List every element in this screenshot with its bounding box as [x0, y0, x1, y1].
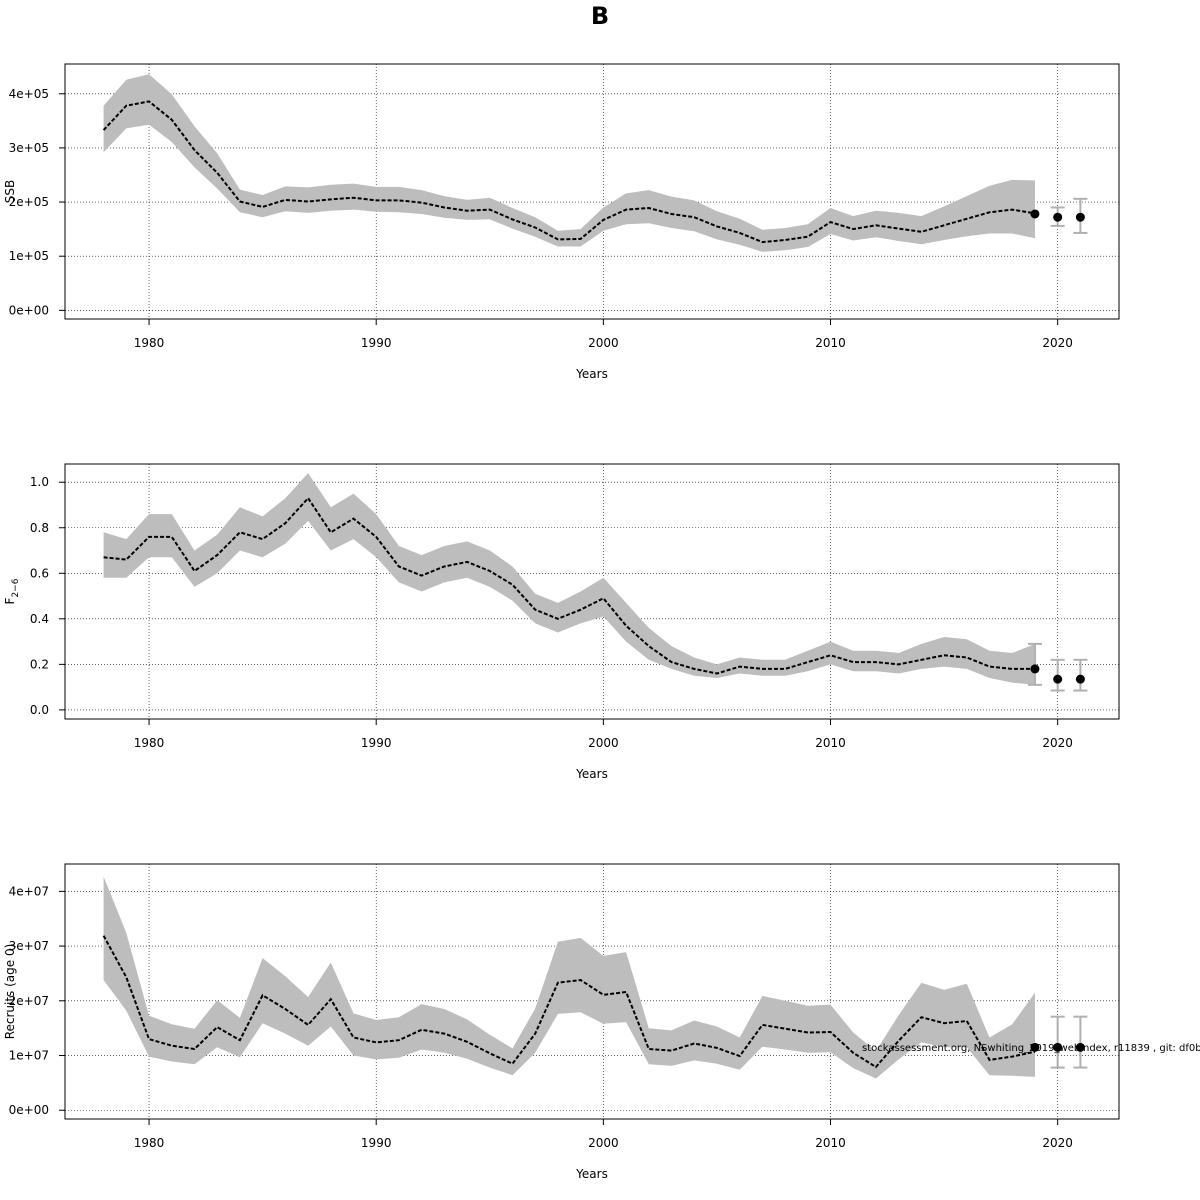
recruits-y-tick-label-2: 2e+07 [9, 994, 49, 1008]
recruits-forecast-point-0 [1030, 1042, 1040, 1052]
recruits-y-tick-label-4: 4e+07 [9, 884, 49, 898]
recruits-x-axis-label: Years [575, 1167, 608, 1181]
panel-ssb: 1980 1990 2000 2010 2020 0e+00 1e+05 2e+05 3e+05… [3, 63, 1120, 381]
fbar-y-tick-label-4: 0.8 [30, 521, 49, 535]
ssb-x-axis-label: Years [575, 367, 608, 381]
panel-recruits: 1980 1990 2000 2010 2020 0e+00 1e+07 2e+07 3e+07… [3, 863, 1120, 1181]
footnote: stockassessment.org, NSwhiting_2019_webi… [862, 1043, 1200, 1054]
ssb-y-tick-label-4: 4e+05 [9, 87, 49, 101]
ssb-y-tick-label-0: 0e+00 [9, 303, 49, 317]
figure-title: B [591, 2, 609, 30]
fbar-y-tick-label-5: 1.0 [30, 475, 49, 489]
fbar-x-tick-label-1: 1990 [361, 736, 392, 750]
fbar-x-tick-label-2: 2000 [588, 736, 619, 750]
recruits-y-tick-label-0: 0e+00 [9, 1103, 49, 1117]
recruits-y-axis-label: Recruits (age 0) [3, 944, 17, 1040]
recruits-y-tick-label-1: 1e+07 [9, 1049, 49, 1063]
recruits-x-tick-label-4: 2020 [1042, 1136, 1073, 1150]
fbar-forecast-point-0 [1030, 664, 1040, 674]
panel-fbar: 1980 1990 2000 2010 2020 0.0 0.2 0.4 0.6 0.8 1.0 Y… [3, 463, 1120, 781]
recruits-forecast-point-1 [1053, 1042, 1063, 1052]
fbar-forecast-point-2 [1075, 674, 1085, 684]
fbar-y-tick-label-1: 0.2 [30, 657, 49, 671]
fbar-estimate-line [103, 496, 1035, 675]
fbar-confidence-band [103, 473, 1036, 685]
fbar-x-axis-label: Years [575, 767, 608, 781]
recruits-y-tick-label-3: 3e+07 [9, 939, 49, 953]
ssb-forecast-point-2 [1075, 212, 1085, 222]
recruits-estimate-line [102, 935, 1036, 1069]
recruits-x-tick-label-1: 1990 [361, 1136, 392, 1150]
recruits-x-tick-label-0: 1980 [134, 1136, 165, 1150]
ssb-x-tick-label-1: 1990 [361, 336, 392, 350]
ssb-confidence-band [103, 74, 1036, 252]
ssb-y-tick-label-1: 1e+05 [9, 249, 49, 263]
ssb-estimate-line [102, 100, 1036, 244]
ssb-x-tick-label-3: 2010 [815, 336, 846, 350]
fbar-x-tick-label-0: 1980 [134, 736, 165, 750]
fbar-x-tick-label-3: 2010 [815, 736, 846, 750]
fbar-x-tick-label-4: 2020 [1042, 736, 1073, 750]
recruits-confidence-band [103, 876, 1036, 1079]
ssb-forecast-point-1 [1053, 212, 1063, 222]
fbar-y-axis-label-main: F [3, 597, 17, 604]
recruits-x-tick-label-2: 2000 [588, 1136, 619, 1150]
ssb-y-axis-label: SSB [3, 180, 17, 203]
fbar-y-tick-label-2: 0.4 [30, 612, 49, 626]
ssb-x-tick-label-2: 2000 [588, 336, 619, 350]
fbar-forecast-point-1 [1053, 674, 1063, 684]
ssb-y-tick-label-2: 2e+05 [9, 195, 49, 209]
ssb-y-tick-label-3: 3e+05 [9, 141, 49, 155]
fbar-y-tick-label-3: 0.6 [30, 566, 49, 580]
fbar-y-tick-label-0: 0.0 [30, 703, 49, 717]
recruits-forecast-point-2 [1075, 1042, 1085, 1052]
recruits-x-tick-label-3: 2010 [815, 1136, 846, 1150]
fbar-y-axis-label: F2−6 [3, 578, 21, 604]
fbar-y-axis-label-subscript: 2−6 [11, 578, 21, 597]
ssb-x-tick-label-0: 1980 [134, 336, 165, 350]
ssb-forecast-point-0 [1030, 209, 1040, 219]
ssb-x-tick-label-4: 2020 [1042, 336, 1073, 350]
